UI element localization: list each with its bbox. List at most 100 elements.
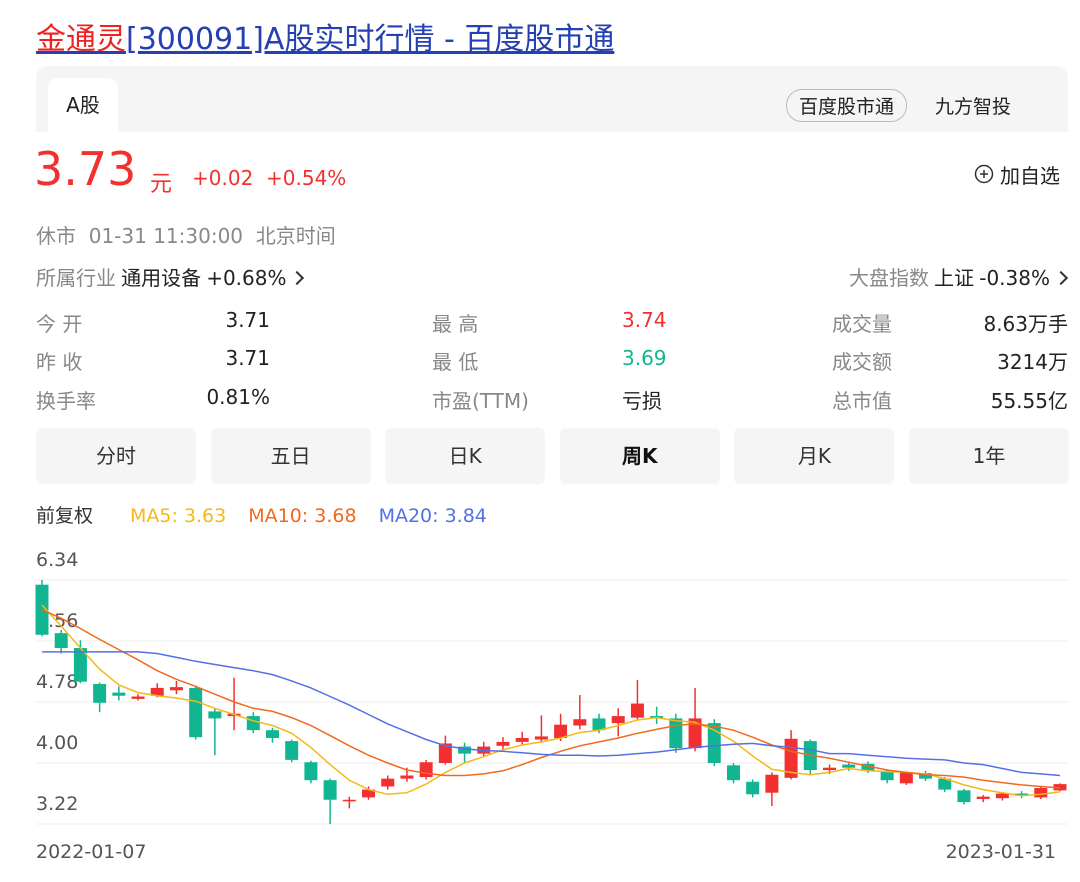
stat-label: 最 高	[432, 312, 479, 336]
candle-body	[976, 796, 990, 799]
candle-body	[438, 743, 452, 763]
candle-body	[381, 778, 395, 787]
stat-value: 亏损	[622, 389, 662, 413]
candle-body	[304, 762, 318, 781]
candle-body	[73, 648, 87, 682]
x-tick-label: 2022-01-07	[36, 841, 146, 863]
market-status: 休市	[36, 224, 76, 248]
stat-label: 市盈(TTM)	[432, 389, 529, 413]
candle-body	[765, 774, 779, 793]
candle-body	[189, 687, 203, 738]
price-unit: 元	[150, 172, 173, 197]
candle-body	[938, 778, 952, 790]
price-change: +0.02	[192, 166, 254, 190]
stat-value: 3.71	[225, 346, 270, 370]
candle-body	[208, 711, 222, 719]
candle-body	[995, 793, 1009, 799]
candle-body	[496, 741, 510, 746]
candle-body	[592, 718, 606, 731]
stat-value: 3.71	[225, 308, 270, 332]
period-tab[interactable]: 周K	[559, 428, 720, 484]
legend-entry: MA5: 3.63	[130, 505, 226, 527]
candle-body	[54, 633, 68, 649]
source-link[interactable]: 九方智投	[935, 96, 1012, 118]
stat-value: 8.63万手	[983, 312, 1068, 336]
candle-body	[419, 762, 433, 778]
candle-body	[112, 692, 126, 696]
industry-change: +0.68%	[206, 266, 287, 290]
stat-label: 总市值	[832, 389, 892, 413]
candle-body	[1034, 788, 1048, 798]
candle-body	[323, 780, 337, 800]
candle-body	[688, 718, 702, 749]
timezone: 北京时间	[255, 224, 336, 248]
period-tab[interactable]: 日K	[385, 428, 546, 484]
legend-entry: MA20: 3.84	[379, 505, 487, 527]
price-change-pct: +0.54%	[266, 166, 347, 190]
candle-body	[630, 703, 644, 718]
candle-body	[93, 684, 107, 703]
y-tick-label: 4.78	[36, 671, 78, 693]
status: 休市 01-31 11:30:00 北京时间	[36, 220, 336, 249]
tab[interactable]: A股	[48, 78, 118, 132]
candle-body	[246, 716, 260, 731]
stat-value: 55.55亿	[990, 389, 1068, 413]
stat-label: 成交额	[832, 350, 892, 374]
ma-line	[42, 651, 1061, 777]
y-tick-label: 6.34	[36, 549, 78, 571]
stat-value: 3.74	[622, 308, 667, 332]
industry-name[interactable]: 通用设备	[121, 266, 202, 290]
period-tab[interactable]: 五日	[210, 428, 371, 484]
candle-body	[611, 716, 625, 724]
add-icon[interactable]	[974, 164, 994, 184]
candle-body	[880, 770, 894, 781]
candle-body	[669, 718, 683, 749]
candle-body	[726, 765, 740, 781]
index-label: 大盘指数	[849, 266, 930, 290]
candle-body	[131, 696, 145, 699]
candle-body	[823, 767, 837, 771]
industry[interactable]: 所属行业 通用设备 +0.68%	[36, 262, 305, 291]
y-tick-label: 4.00	[36, 732, 78, 754]
page-title[interactable]: 金通灵[300091]A股实时行情 - 百度股市通	[36, 14, 614, 58]
title-rest[interactable]: [300091]A股实时行情 - 百度股市通	[126, 22, 615, 57]
ma-line	[41, 604, 1061, 797]
index-change: -0.38%	[979, 266, 1050, 290]
y-tick-label: 3.22	[36, 793, 78, 815]
period-tab[interactable]: 1年	[909, 428, 1069, 484]
period-tab[interactable]: 月K	[734, 428, 895, 484]
add-watchlist[interactable]: 加自选	[1000, 164, 1060, 188]
candle-body	[573, 719, 587, 726]
index-name[interactable]: 上证	[934, 266, 975, 290]
legend-entry: MA10: 3.68	[248, 505, 356, 527]
candle-body	[342, 799, 356, 802]
quote-time: 01-31 11:30:00	[88, 224, 244, 248]
candle-body	[1015, 793, 1029, 796]
candle-body	[458, 746, 472, 754]
candle-body	[899, 772, 913, 784]
candle-body	[957, 790, 971, 803]
stock-name[interactable]: 金通灵	[36, 22, 126, 57]
adjust-label[interactable]: 前复权	[36, 505, 93, 527]
candle-body	[1053, 784, 1067, 791]
stat-value: 3214万	[997, 350, 1068, 374]
candle-body	[707, 723, 721, 763]
candle-body	[746, 781, 760, 795]
source-link[interactable]: 百度股市通	[786, 89, 908, 122]
industry-label: 所属行业	[36, 266, 116, 290]
stat-value: 0.81%	[206, 385, 270, 409]
stat-label: 换手率	[36, 389, 96, 413]
stat-label: 最 低	[432, 350, 479, 374]
candle-body	[400, 775, 414, 779]
stat-value: 3.69	[622, 346, 667, 370]
period-tab[interactable]: 分时	[36, 428, 196, 484]
stat-label: 成交量	[832, 312, 892, 336]
index[interactable]: 大盘指数 上证 -0.38%	[849, 262, 1069, 291]
price: 3.73	[34, 142, 137, 196]
candle-body	[150, 687, 164, 696]
candle-body	[515, 737, 529, 742]
candle-body	[265, 730, 279, 738]
candle-body	[861, 763, 875, 771]
